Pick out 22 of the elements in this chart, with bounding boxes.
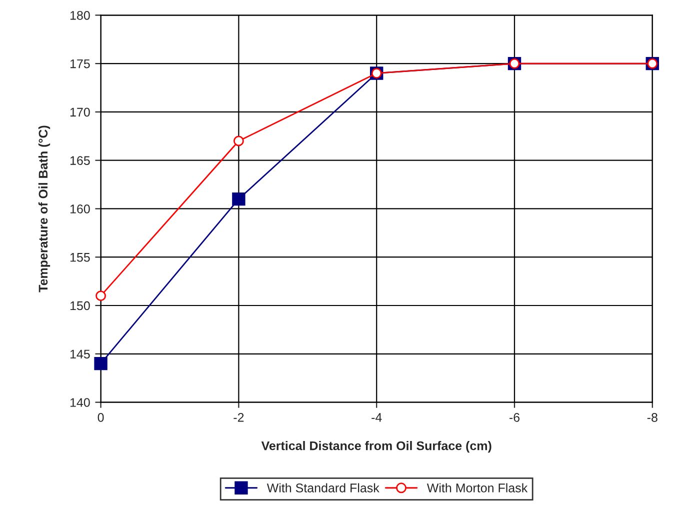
y-tick-label: 170 xyxy=(70,108,90,117)
x-tick-label: -6 xyxy=(509,413,520,422)
y-tick-label: 180 xyxy=(70,10,90,20)
x-axis-title: Vertical Distance from Oil Surface (cm) xyxy=(261,441,492,453)
x-tick-label: -4 xyxy=(372,413,382,422)
x-tick-label: -2 xyxy=(234,413,244,422)
x-tick-label: -8 xyxy=(647,413,658,422)
y-tick-label: 175 xyxy=(70,59,90,68)
point xyxy=(94,356,108,370)
y-tick-label: 150 xyxy=(70,301,90,310)
x-tick-label: 0 xyxy=(98,413,104,422)
point xyxy=(232,192,246,206)
legend-label: With Standard Flask xyxy=(266,483,380,492)
point xyxy=(233,136,244,146)
point xyxy=(96,290,106,302)
y-tick-label: 145 xyxy=(70,350,90,359)
y-tick-label: 165 xyxy=(70,156,90,165)
y-tick-label: 160 xyxy=(70,204,90,214)
y-tick-label: 155 xyxy=(70,253,90,262)
y-tick-label: 140 xyxy=(70,398,90,407)
legend-label: With Morton Flask xyxy=(426,483,528,492)
y-axis-title: Temperature of Oil Bath (°C) xyxy=(38,126,50,292)
